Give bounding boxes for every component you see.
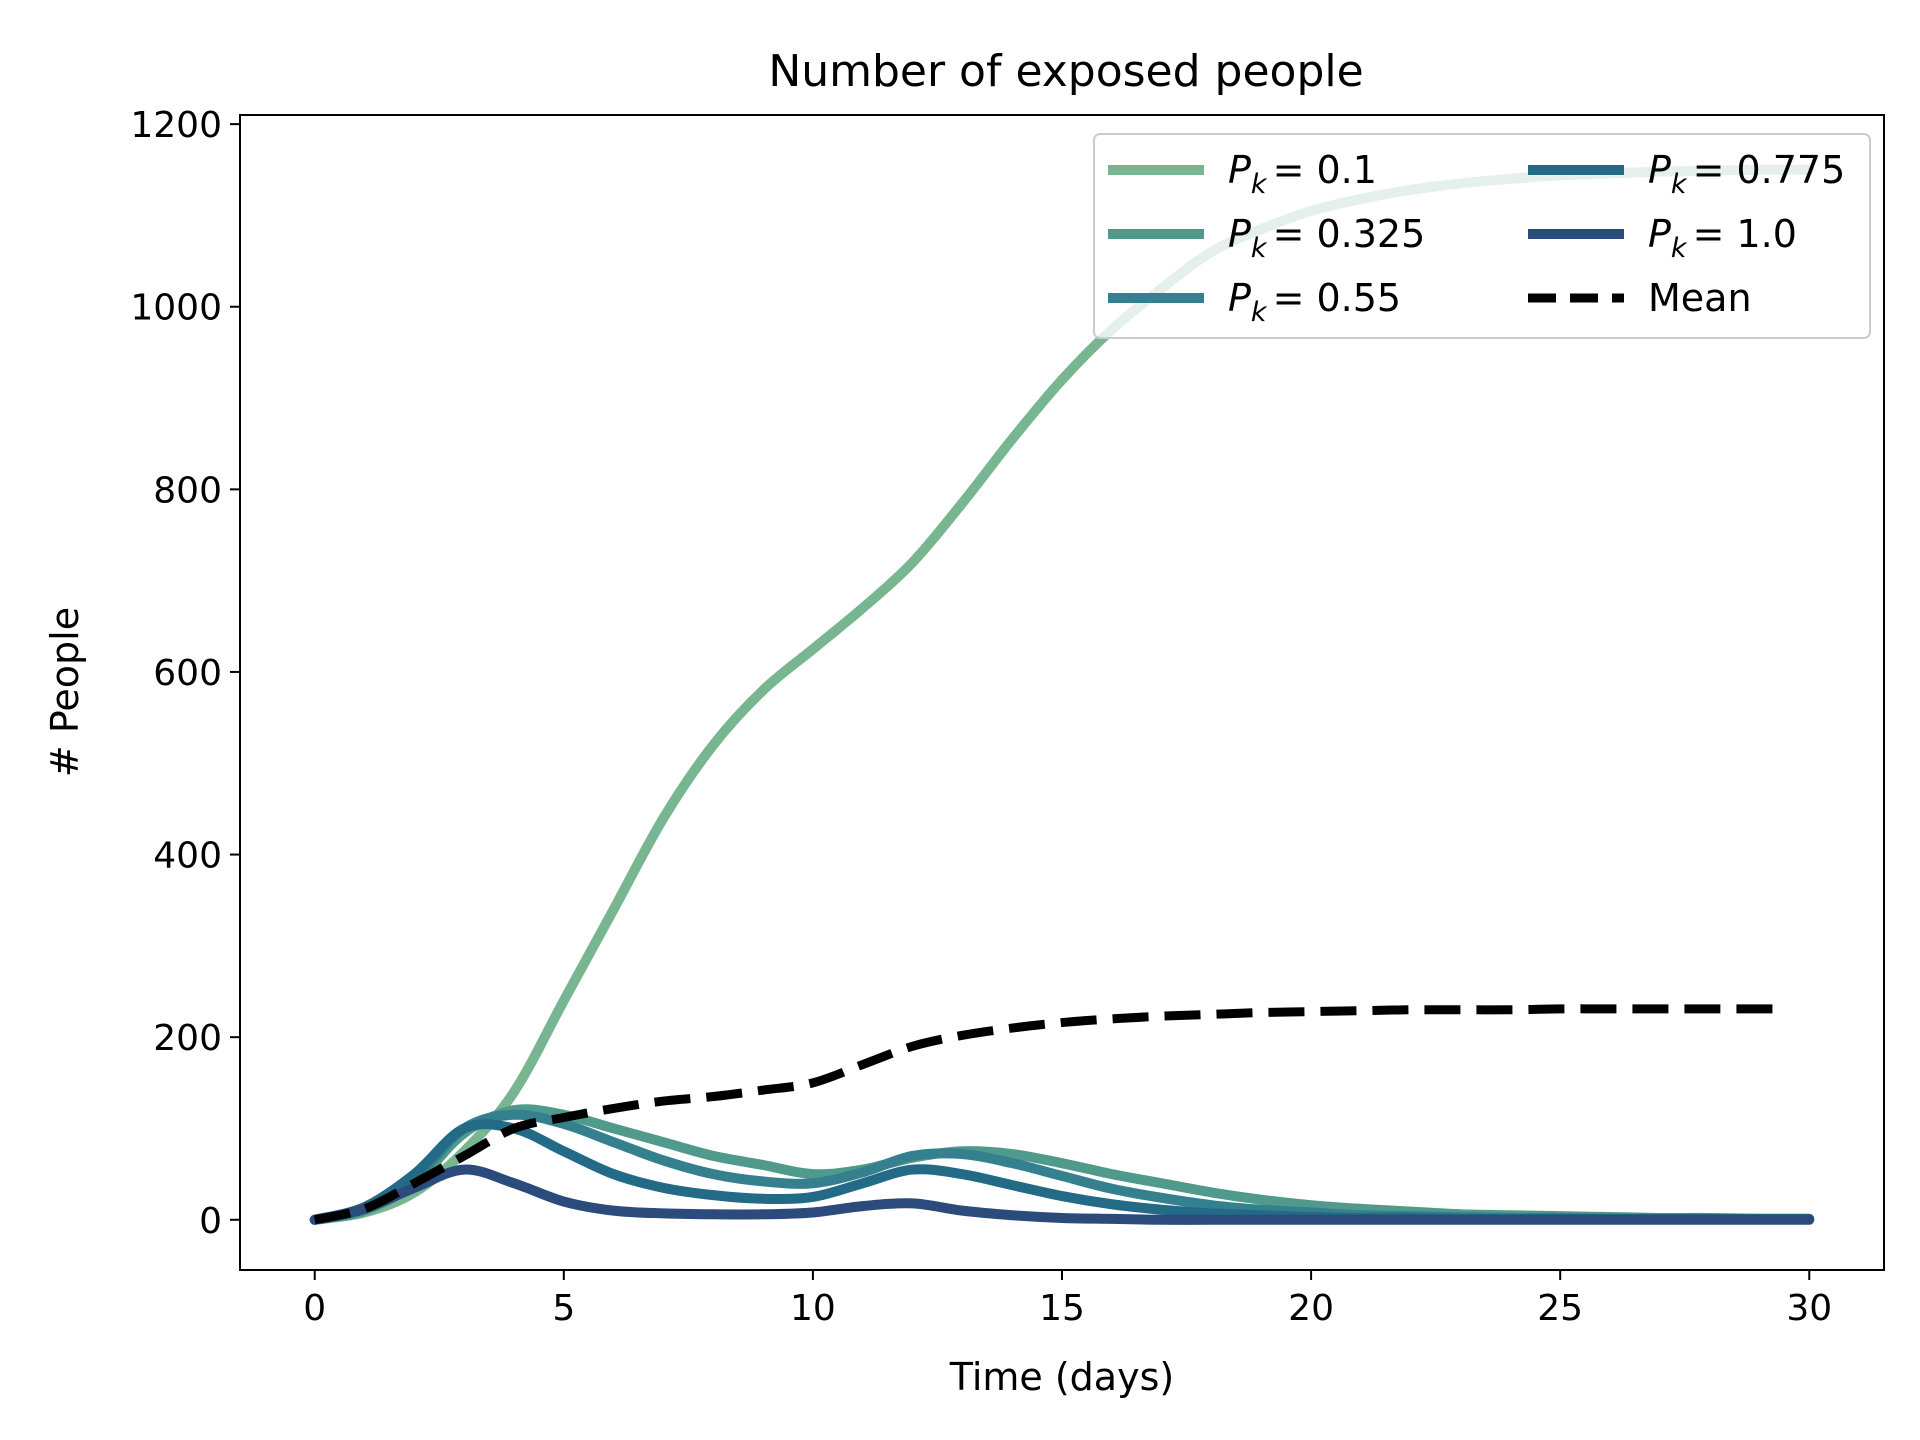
y-tick-label: 400 xyxy=(153,836,222,877)
y-tick-label: 200 xyxy=(153,1018,222,1059)
x-tick-label: 30 xyxy=(1786,1288,1832,1329)
chart-title: Number of exposed people xyxy=(768,46,1363,97)
x-tick-label: 20 xyxy=(1288,1288,1334,1329)
legend-label: Pk = 0.1 xyxy=(1228,148,1377,200)
legend-label: Pk = 1.0 xyxy=(1648,212,1797,264)
x-tick-label: 10 xyxy=(790,1288,836,1329)
x-tick-label: 5 xyxy=(552,1288,575,1329)
legend-label: Pk = 0.55 xyxy=(1228,276,1401,328)
x-axis: 0 5 10 15 20 25 30 xyxy=(303,1270,1832,1329)
y-axis-label: # People xyxy=(43,607,87,777)
legend-label: Pk = 0.325 xyxy=(1228,212,1425,264)
x-tick-label: 25 xyxy=(1537,1288,1583,1329)
y-tick-label: 1000 xyxy=(130,288,222,329)
x-tick-label: 15 xyxy=(1039,1288,1085,1329)
y-tick-label: 0 xyxy=(199,1201,222,1242)
series-line-5 xyxy=(313,1004,1785,1225)
legend-box xyxy=(1093,133,1871,339)
x-axis-label: Time (days) xyxy=(949,1355,1174,1399)
y-tick-label: 1200 xyxy=(130,105,222,146)
y-tick-label: 800 xyxy=(153,470,222,511)
y-axis: 0 200 400 600 800 1000 1200 xyxy=(130,105,240,1242)
y-tick-label: 600 xyxy=(153,653,222,694)
legend-label: Pk = 0.775 xyxy=(1648,148,1845,200)
series-line-4 xyxy=(309,1164,1815,1225)
legend: Pk = 0.1 Pk = 0.325 Pk = 0.55 Pk = 0.775 Pk = 1.0… xyxy=(1093,133,1871,339)
legend-label: Mean xyxy=(1648,276,1752,320)
x-tick-label: 0 xyxy=(303,1288,326,1329)
